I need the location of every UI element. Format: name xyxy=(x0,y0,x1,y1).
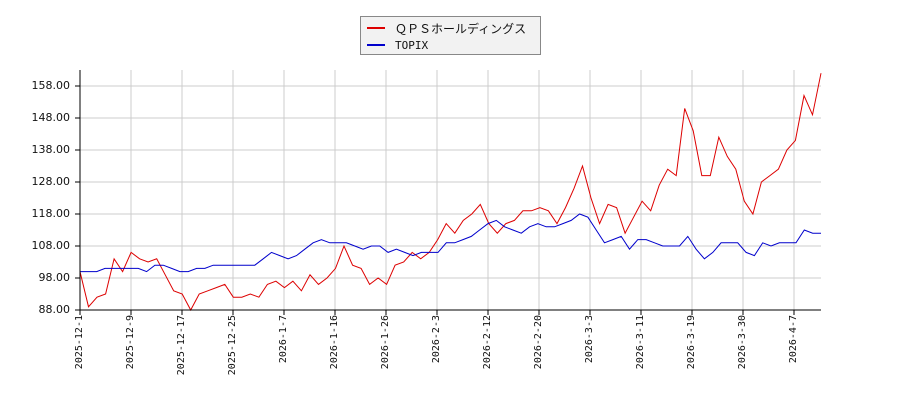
x-tick-label: 2026-1-7 xyxy=(278,315,289,364)
legend-label-topix: TOPIX xyxy=(395,38,429,52)
legend: ＱＰＳホールディングス TOPIX xyxy=(360,16,541,55)
legend-label-qps: ＱＰＳホールディングス xyxy=(395,21,527,36)
x-tick-label: 2026-2-12 xyxy=(482,315,493,370)
legend-swatch-red xyxy=(367,27,385,29)
legend-swatch-blue xyxy=(367,44,385,46)
x-tick-label: 2025-12-25 xyxy=(227,315,238,376)
y-tick-label: 88.00 xyxy=(38,303,71,316)
legend-item-qps: ＱＰＳホールディングス xyxy=(367,20,526,36)
y-tick-label: 158.00 xyxy=(31,79,71,92)
axes xyxy=(75,70,821,315)
x-tick-label: 2026-3-19 xyxy=(686,315,697,370)
y-tick-label: 138.00 xyxy=(31,143,71,156)
x-tick-label: 2026-4-7 xyxy=(788,315,799,364)
y-tick-label: 108.00 xyxy=(31,239,71,252)
x-tick-label: 2026-2-3 xyxy=(431,315,442,364)
x-tick-label: 2026-3-3 xyxy=(584,315,595,364)
x-tick-label: 2026-3-30 xyxy=(737,315,748,370)
legend-item-topix: TOPIX xyxy=(367,37,428,53)
x-tick-label: 2025-12-9 xyxy=(125,315,136,370)
y-tick-label: 98.00 xyxy=(38,271,71,284)
y-tick-label: 148.00 xyxy=(31,111,71,124)
x-tick-label: 2026-2-20 xyxy=(533,315,544,370)
y-tick-label: 118.00 xyxy=(31,207,71,220)
x-tick-label: 2025-12-17 xyxy=(176,315,187,376)
x-tick-label: 2025-12-1 xyxy=(74,315,85,370)
x-tick-label: 2026-1-16 xyxy=(329,315,340,370)
x-tick-label: 2026-3-11 xyxy=(635,315,646,370)
y-tick-label: 128.00 xyxy=(31,175,71,188)
grid-lines xyxy=(79,70,821,311)
series-lines xyxy=(79,73,822,312)
x-tick-label: 2026-1-26 xyxy=(380,315,391,370)
